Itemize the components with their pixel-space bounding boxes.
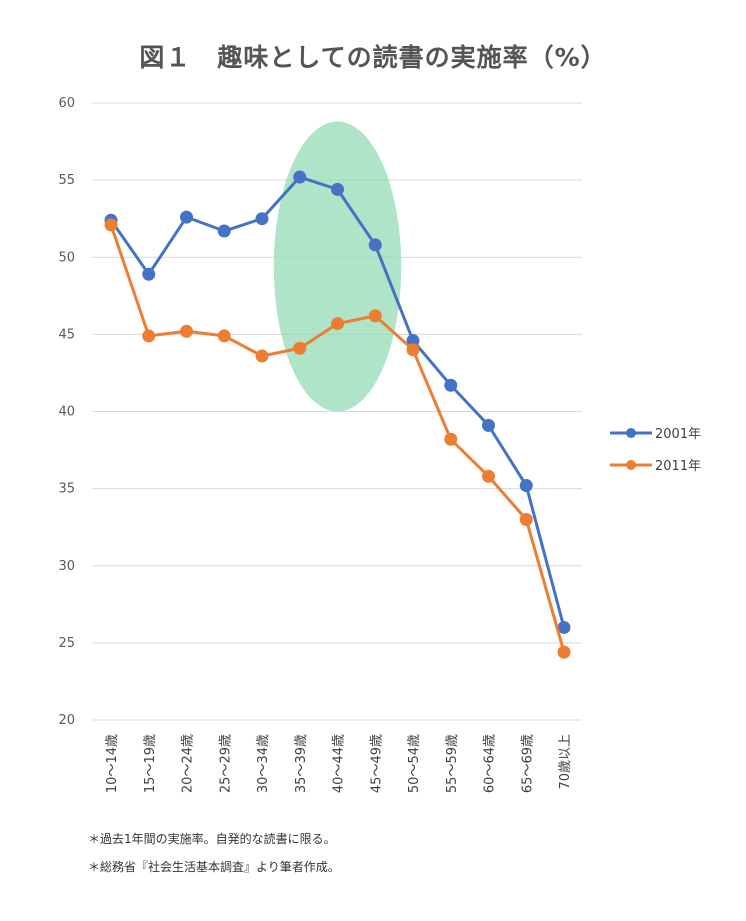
x-tick-label: 70歳以上 — [558, 734, 573, 790]
x-tick-label: 25～29歳 — [218, 734, 233, 793]
x-tick-label: 45～49歳 — [369, 734, 384, 793]
y-tick-label-60: 60 — [58, 96, 75, 111]
x-tick-label: 30～34歳 — [256, 734, 271, 793]
data-point — [217, 224, 231, 238]
data-point — [293, 170, 307, 184]
x-tick-label: 40～44歳 — [332, 734, 347, 793]
x-tick-label: 65～69歳 — [520, 734, 535, 793]
data-point — [519, 479, 533, 493]
x-tick-label: 10～14歳 — [105, 734, 120, 793]
data-point — [293, 341, 307, 355]
data-point — [180, 324, 193, 338]
y-tick-label-40: 40 — [58, 405, 75, 420]
highlight-layer — [273, 121, 402, 412]
data-point — [482, 469, 495, 483]
data-point — [331, 182, 344, 196]
data-point — [482, 418, 495, 432]
y-axis-ticks: 20 25 30 35 40 45 50 55 60 — [58, 96, 75, 728]
legend: 2001年 2011年 — [610, 427, 701, 474]
y-tick-label-55: 55 — [58, 173, 75, 188]
legend-label-0: 2001年 — [655, 427, 701, 442]
y-tick-label-25: 25 — [58, 636, 75, 651]
data-point — [557, 645, 571, 659]
x-tick-label: 50～54歳 — [407, 734, 422, 793]
data-point — [557, 620, 571, 634]
data-point — [180, 210, 193, 224]
footnote-2: ＊総務省『社会生活基本調査』より筆者作成。 — [88, 860, 340, 874]
data-point — [406, 334, 420, 348]
highlight-ellipse — [273, 121, 402, 412]
x-tick-label: 60～64歳 — [483, 734, 498, 793]
y-tick-label-45: 45 — [58, 327, 75, 342]
x-tick-label: 55～59歳 — [445, 734, 460, 793]
footnote-1: ＊過去1年間の実施率。自発的な読書に限る。 — [88, 832, 336, 846]
x-tick-label: 15～19歳 — [143, 734, 158, 793]
data-point — [444, 378, 458, 392]
y-tick-label-50: 50 — [58, 250, 75, 265]
data-point — [444, 432, 458, 446]
series-layer — [104, 170, 571, 659]
legend-label-1: 2011年 — [655, 459, 701, 474]
y-tick-label-35: 35 — [58, 482, 75, 497]
data-point — [368, 238, 382, 252]
chart-title: 図１ 趣味としての読書の実施率（%） — [139, 43, 607, 72]
data-point — [142, 329, 156, 343]
x-tick-label: 20～24歳 — [181, 734, 196, 793]
data-point — [217, 329, 231, 343]
x-tick-label: 35～39歳 — [294, 734, 309, 793]
data-point — [255, 212, 269, 226]
legend-marker-0 — [626, 428, 636, 438]
x-axis-ticks: 10～14歳 15～19歳 20～24歳 25～29歳 30～34歳 35～39歳 40～4… — [105, 734, 573, 793]
y-tick-label-30: 30 — [58, 559, 75, 574]
data-point — [406, 343, 420, 357]
data-point — [331, 317, 344, 331]
y-tick-label-20: 20 — [58, 713, 75, 728]
data-point — [142, 267, 156, 281]
data-point — [255, 349, 269, 363]
legend-marker-1 — [626, 460, 636, 470]
data-point — [368, 309, 382, 323]
data-point — [519, 512, 533, 526]
data-point — [104, 218, 118, 232]
